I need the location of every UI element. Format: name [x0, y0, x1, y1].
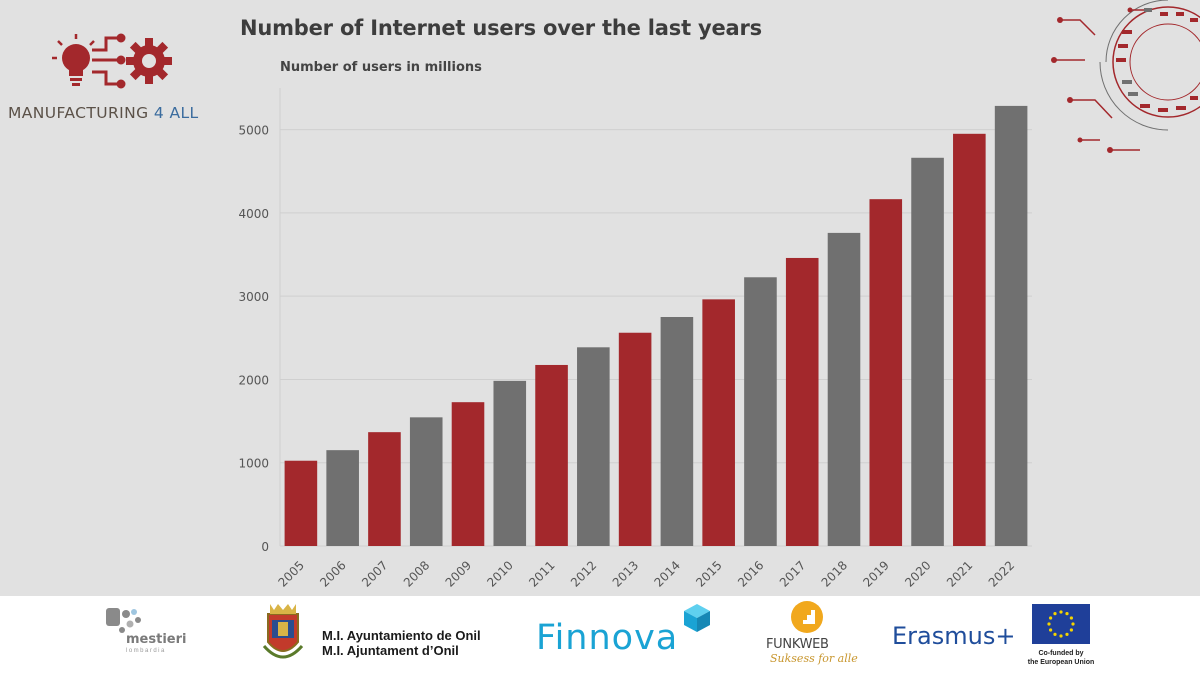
- chart-title: Number of Internet users over the last y…: [240, 16, 762, 40]
- eu-star: [1059, 634, 1063, 638]
- onil-coat-of-arms-icon: [262, 604, 304, 659]
- eu-star: [1049, 616, 1053, 620]
- grid-lines: [279, 88, 1032, 547]
- finnova-cube-icon: [684, 604, 710, 632]
- y-tick-label: 2000: [238, 373, 269, 387]
- eu-star: [1065, 612, 1069, 616]
- brand-main-text: MANUFACTURING: [8, 104, 149, 122]
- mestieri-dots-icon: [106, 608, 141, 633]
- mestieri-subtitle: lombardia: [126, 648, 166, 654]
- bar-2015: [702, 299, 735, 546]
- x-tick-label-2021: 2021: [944, 558, 975, 589]
- y-tick-label: 5000: [238, 124, 269, 138]
- eu-cofunded-line2: the European Union: [1027, 659, 1095, 666]
- x-tick-label-2011: 2011: [526, 558, 557, 589]
- bar-2022: [994, 105, 1028, 547]
- x-tick-label-2016: 2016: [735, 558, 766, 589]
- eu-star: [1053, 632, 1057, 636]
- gear-icon: [126, 38, 172, 84]
- brand-accent-text: 4 ALL: [153, 104, 199, 122]
- x-tick-label-2006: 2006: [317, 558, 348, 589]
- bar-2014: [660, 317, 694, 546]
- x-tick-label-2009: 2009: [443, 558, 474, 589]
- bar-2013: [618, 332, 652, 546]
- bar-2007: [368, 432, 401, 546]
- bar-2021: [953, 133, 986, 547]
- bar-2010: [493, 380, 527, 546]
- bars: [284, 105, 1028, 547]
- funkweb-steps-icon: [791, 601, 823, 633]
- x-tick-label-2022: 2022: [986, 558, 1017, 589]
- partner-logos-footer: mestieri lombardia M.I. Ayuntamiento de …: [0, 596, 1200, 675]
- eu-star: [1053, 612, 1057, 616]
- eu-cofunded-line1: Co-funded by: [1038, 650, 1084, 657]
- onil-name-spanish: M.I. Ayuntamiento de Onil: [322, 628, 481, 643]
- y-axis-label: Number of users in millions: [280, 60, 482, 75]
- x-tick-label-2017: 2017: [777, 558, 808, 589]
- bar-2012: [577, 347, 610, 546]
- erasmus-plus-name: Erasmus+: [892, 622, 1016, 650]
- x-tick-label-2008: 2008: [401, 558, 432, 589]
- x-tick-label-2020: 2020: [902, 558, 933, 589]
- bar-2008: [409, 417, 443, 546]
- eu-star: [1065, 632, 1069, 636]
- x-tick-label-2015: 2015: [693, 558, 724, 589]
- eu-star: [1047, 622, 1051, 626]
- eu-cofunded-logo: Co-funded by the European Union: [1018, 600, 1104, 672]
- x-tick-labels: 2005 2006 2007 2008 2009 2010 2011 2012 2013 2014…: [276, 558, 1018, 589]
- x-tick-label-2010: 2010: [484, 558, 515, 589]
- finnova-name: Finnova: [536, 618, 679, 658]
- manufacturing-4-all-logo: [52, 33, 172, 89]
- funkweb-tagline: Suksess for alle: [770, 652, 858, 665]
- circuit-decoration-icon: [1051, 0, 1200, 153]
- bar-2018: [827, 232, 861, 547]
- chart-area: MANUFACTURING 4 ALL: [8, 0, 1200, 590]
- x-tick-label-2012: 2012: [568, 558, 599, 589]
- brand-wordmark: MANUFACTURING 4 ALL: [8, 104, 199, 122]
- funkweb-logo: FUNKWEB Suksess for alle: [760, 600, 870, 670]
- y-tick-label: 0: [261, 540, 269, 554]
- bar-2011: [535, 364, 568, 546]
- y-tick-label: 3000: [238, 290, 269, 304]
- bar-2017: [785, 257, 819, 546]
- eu-flag-icon: [1032, 604, 1090, 644]
- x-tick-label-2005: 2005: [276, 558, 307, 589]
- bar-2005: [284, 460, 318, 546]
- x-tick-label-2007: 2007: [359, 558, 390, 589]
- eu-star: [1059, 610, 1063, 614]
- funkweb-name: FUNKWEB: [766, 637, 829, 652]
- x-tick-label-2018: 2018: [819, 558, 850, 589]
- x-tick-label-2013: 2013: [610, 558, 641, 589]
- lightbulb-icon: [52, 34, 95, 86]
- mestieri-name: mestieri: [126, 632, 187, 647]
- x-tick-label-2019: 2019: [860, 558, 891, 589]
- bar-2016: [744, 277, 777, 546]
- y-tick-label: 4000: [238, 207, 269, 221]
- onil-name-valencian: M.I. Ajuntament d’Onil: [322, 643, 459, 658]
- onil-logo: M.I. Ayuntamiento de Onil M.I. Ajuntamen…: [256, 600, 496, 670]
- finnova-logo: Finnova: [536, 600, 716, 670]
- eu-star: [1069, 628, 1073, 632]
- circuit-lines-icon: [92, 33, 126, 89]
- y-tick-label: 1000: [238, 457, 269, 471]
- y-tick-labels: 0 1000 2000 3000 4000 5000: [238, 124, 269, 554]
- bar-2006: [326, 450, 359, 546]
- erasmus-plus-logo: Erasmus+: [890, 602, 1020, 666]
- eu-star: [1071, 622, 1075, 626]
- mestieri-logo: mestieri lombardia: [104, 602, 194, 666]
- eu-star: [1049, 628, 1053, 632]
- eu-star: [1069, 616, 1073, 620]
- bar-2019: [869, 199, 903, 546]
- x-tick-label-2014: 2014: [652, 558, 683, 589]
- bar-2020: [911, 157, 944, 547]
- bar-2009: [451, 402, 485, 546]
